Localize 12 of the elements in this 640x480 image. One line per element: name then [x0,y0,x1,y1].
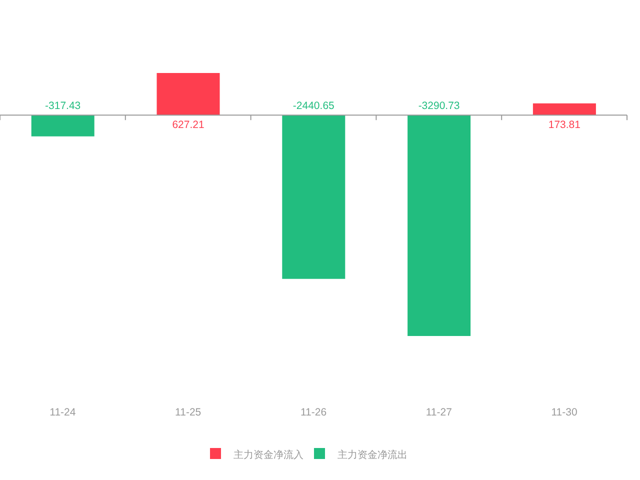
data-label: 627.21 [172,119,204,132]
data-label: -317.43 [45,100,81,112]
x-tick-label: 11-30 [551,406,578,418]
data-label: -3290.73 [418,100,460,112]
x-tick-label: 11-27 [426,406,452,418]
x-tick-label: 11-26 [300,406,327,418]
x-tick-label: 11-24 [50,406,76,418]
data-label: -2440.65 [292,100,335,112]
legend-label: 主力资金净流入 [234,450,304,461]
x-tick-label: 11-25 [175,406,202,418]
legend-label: 主力资金净流出 [338,450,408,461]
data-label: 173.81 [548,119,581,132]
